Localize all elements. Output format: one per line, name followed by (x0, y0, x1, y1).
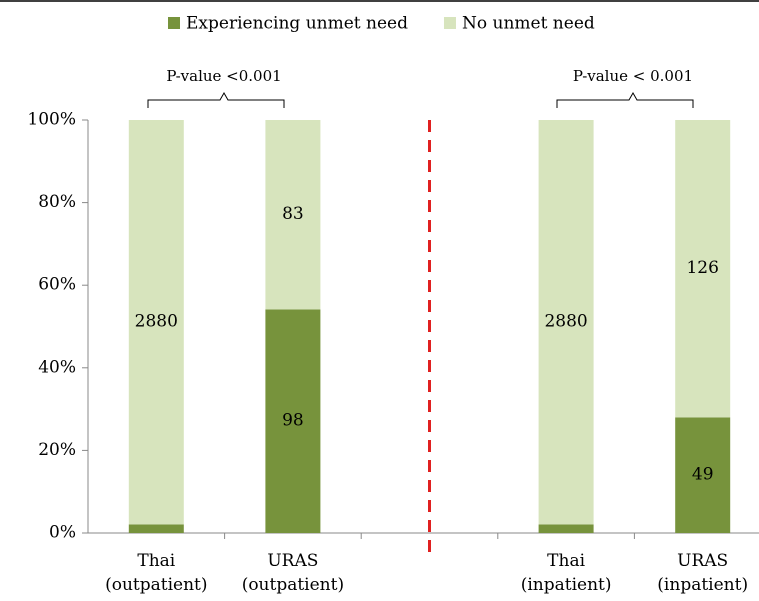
data-label: 126 (686, 258, 718, 278)
bar-segment (675, 120, 731, 418)
data-label: 49 (692, 465, 714, 485)
y-tick-label: 100% (27, 110, 76, 130)
x-tick-label: Thai (outpatient) (105, 551, 207, 595)
data-label: 2880 (544, 312, 587, 332)
data-label: 83 (282, 204, 304, 224)
bracket (556, 91, 694, 108)
annotation: P-value <0.001 (166, 67, 281, 85)
y-tick-label: 40% (38, 357, 76, 377)
y-tick-label: 80% (38, 192, 76, 212)
bar-segment (128, 120, 184, 525)
legend-label: No unmet need (462, 14, 595, 34)
y-tick-label: 60% (38, 275, 76, 295)
x-tick-label: Thai (inpatient) (521, 551, 612, 595)
data-label: 98 (282, 411, 304, 431)
y-tick-label: 20% (38, 440, 76, 460)
annotation: P-value < 0.001 (573, 67, 693, 85)
legend-swatch (443, 17, 456, 29)
y-tick-label: 0% (49, 523, 76, 543)
legend-swatch (168, 17, 180, 29)
x-tick-label: URAS (outpatient) (242, 551, 344, 595)
data-label: 2880 (135, 312, 178, 332)
bar-segment (538, 524, 594, 533)
bar-segment (128, 524, 184, 533)
bar-segment (538, 120, 594, 525)
x-tick-label: URAS (inpatient) (657, 551, 748, 595)
legend-label: Experiencing unmet need (186, 14, 408, 34)
bar-segment (265, 120, 321, 310)
bar-segment (265, 309, 321, 533)
bar-segment (675, 417, 731, 533)
bracket (147, 91, 285, 108)
